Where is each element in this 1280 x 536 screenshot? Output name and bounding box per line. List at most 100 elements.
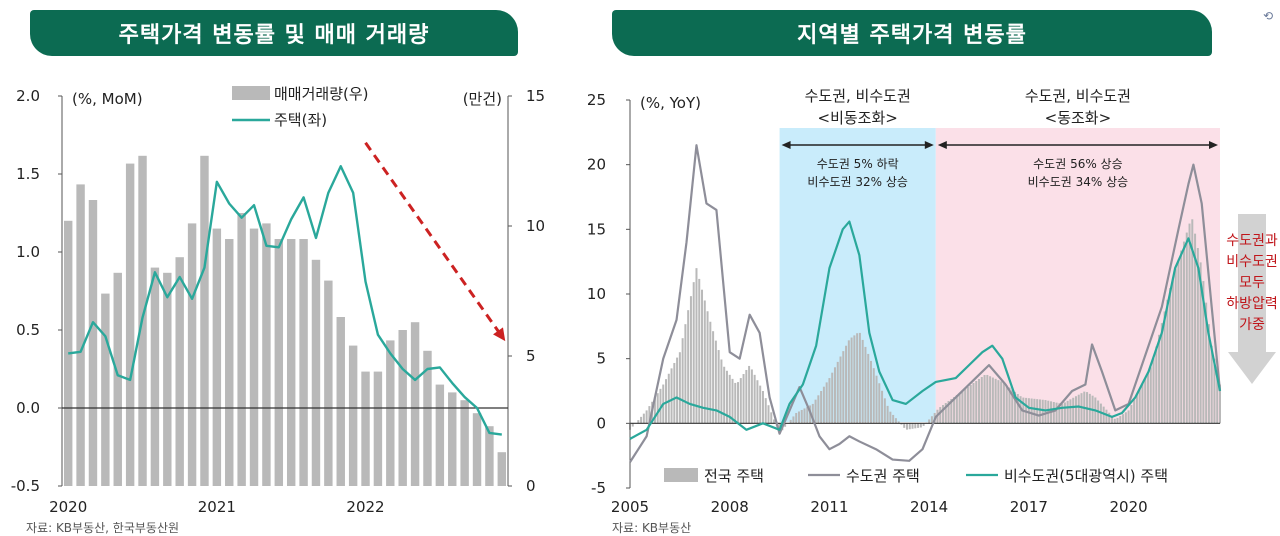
national-bar <box>1177 259 1180 424</box>
national-bar <box>681 338 684 424</box>
national-bar <box>698 278 701 424</box>
national-bar <box>1146 372 1149 424</box>
national-bar <box>720 359 723 424</box>
national-bar <box>803 408 806 424</box>
volume-bar <box>113 272 122 486</box>
volume-bar <box>336 317 345 486</box>
national-bar <box>684 324 687 424</box>
national-bar <box>648 406 651 424</box>
national-bar <box>1160 323 1163 424</box>
right-tick-label: 5 <box>526 347 536 365</box>
national-bar <box>1199 262 1202 424</box>
national-bar <box>975 380 978 424</box>
national-bar <box>687 310 690 424</box>
right-tick-label: 15 <box>526 87 545 105</box>
national-bar <box>1008 387 1011 424</box>
volume-bar <box>460 400 469 486</box>
volume-bar <box>212 228 222 486</box>
period1-note-1: 수도권 5% 하락 <box>817 157 899 171</box>
national-bar <box>703 300 706 424</box>
national-bar <box>892 414 895 424</box>
national-bar <box>961 391 964 424</box>
national-bar <box>1044 400 1047 424</box>
side-note-line: 하방압력 <box>1226 296 1278 312</box>
volume-bar <box>187 223 197 486</box>
national-bar <box>1207 324 1210 424</box>
right-chart-tick-label: 25 <box>587 91 606 109</box>
national-bar <box>1058 403 1061 424</box>
national-bar <box>1033 398 1036 424</box>
period2-band <box>935 128 1220 422</box>
national-bar <box>709 321 712 424</box>
volume-bar <box>163 272 172 486</box>
national-bar <box>1216 371 1219 424</box>
national-bar <box>656 393 659 424</box>
national-bar <box>972 382 975 424</box>
national-bar <box>900 423 903 425</box>
side-note-line: 가중 <box>1239 317 1265 333</box>
national-bar <box>797 411 800 424</box>
national-bar <box>1110 415 1113 424</box>
national-bar <box>922 423 925 426</box>
national-bar <box>947 401 950 424</box>
national-bar <box>1210 345 1213 424</box>
national-bar <box>789 419 792 424</box>
national-bar <box>1063 402 1066 424</box>
national-bar <box>1038 399 1041 424</box>
national-bar <box>831 372 834 424</box>
right-tick-label: 10 <box>526 217 545 235</box>
national-bar <box>753 374 756 424</box>
national-bar <box>1074 396 1077 424</box>
national-bar <box>1116 417 1119 424</box>
national-bar <box>1077 394 1080 424</box>
national-bar <box>1011 389 1014 424</box>
side-note-line: 수도권과 <box>1226 233 1278 249</box>
national-bar <box>737 382 740 424</box>
national-bar <box>1205 302 1208 424</box>
left-tick-label: 2.0 <box>16 87 40 105</box>
national-bar <box>1149 367 1152 424</box>
national-bar <box>1135 394 1138 424</box>
national-bar <box>836 361 839 424</box>
national-bar <box>1144 378 1147 424</box>
national-bar <box>983 374 986 424</box>
right-chart-tick-label: 5 <box>596 350 606 368</box>
right-chart-tick-label: 20 <box>587 156 606 174</box>
national-bar <box>1158 334 1161 424</box>
national-bar <box>1185 232 1188 424</box>
volume-bar <box>249 228 259 486</box>
national-bar <box>750 369 753 424</box>
x-tick-label: 2020 <box>49 498 87 516</box>
refresh-icon[interactable]: ⟲ <box>1262 9 1274 23</box>
national-bar <box>1052 401 1055 424</box>
left-tick-label: 0.0 <box>16 399 40 417</box>
volume-bar <box>373 371 383 486</box>
national-bar <box>1219 384 1221 424</box>
national-bar <box>875 375 878 424</box>
national-bar <box>659 388 662 424</box>
left-tick-label: 1.0 <box>16 243 40 261</box>
right-axis-label: (만건) <box>463 90 502 108</box>
national-bar <box>1119 416 1122 424</box>
period2-subtitle: <동조화> <box>1045 109 1112 127</box>
national-bar <box>678 352 681 424</box>
national-bar <box>894 418 897 424</box>
national-bar <box>792 416 795 424</box>
period1-title: 수도권, 비수도권 <box>805 87 911 105</box>
national-bar <box>867 353 870 424</box>
right-chart-x-label: 2011 <box>810 498 848 516</box>
national-bar <box>994 378 997 424</box>
national-bar <box>1202 281 1205 424</box>
national-bar <box>1030 398 1033 424</box>
national-bar <box>784 423 787 427</box>
national-bar <box>986 374 989 424</box>
national-bar <box>800 409 803 424</box>
right-chart-x-label: 2017 <box>1010 498 1048 516</box>
national-bar <box>822 386 825 424</box>
downward-pressure-arrow <box>1228 214 1276 384</box>
period1-subtitle: <비동조화> <box>818 109 898 127</box>
volume-bar <box>472 413 482 486</box>
period1-arrow-left-head <box>781 141 791 149</box>
legend-national-label: 전국 주택 <box>704 467 764 485</box>
national-bar <box>1000 381 1003 424</box>
